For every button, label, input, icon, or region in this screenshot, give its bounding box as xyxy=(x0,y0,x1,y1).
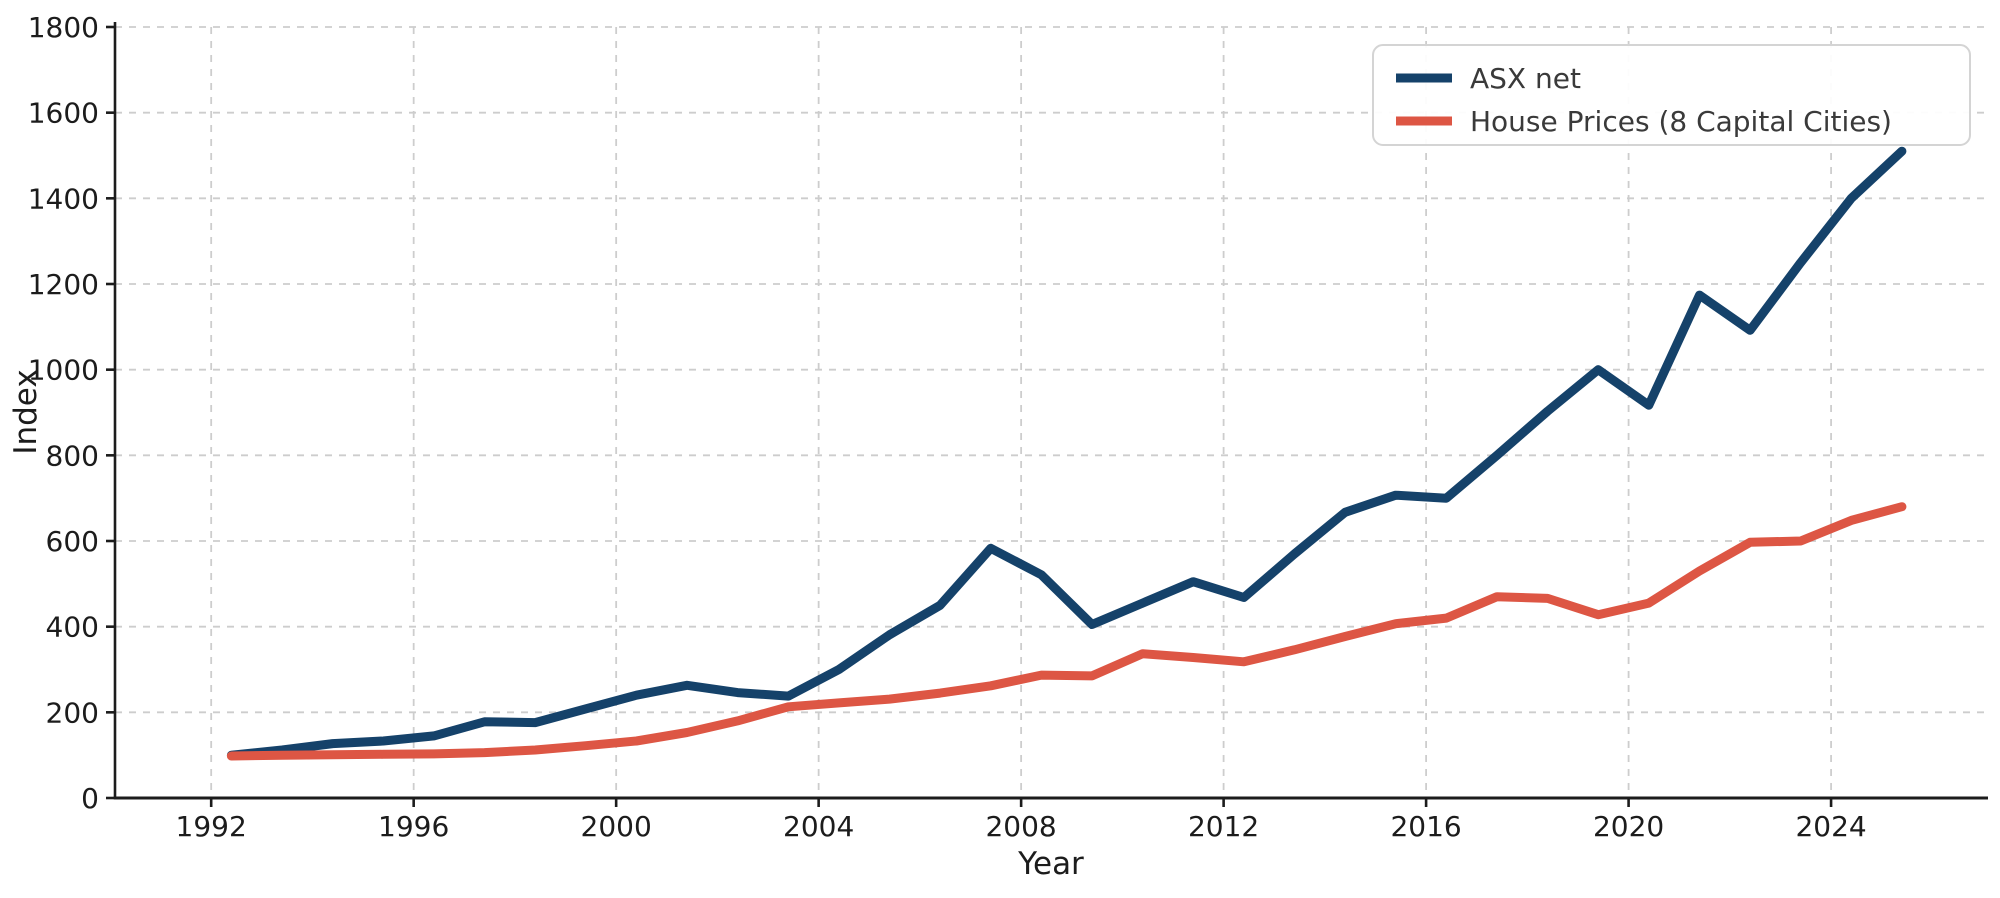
x-axis-label: Year xyxy=(1017,846,1084,882)
y-tick-label: 400 xyxy=(46,611,99,644)
y-tick-label: 1800 xyxy=(28,11,99,44)
y-tick-label: 1200 xyxy=(28,268,99,301)
ticks-layer: 1992 1996 2000 2004 2008 2012 2016 2020 2024 0 200… xyxy=(28,11,1867,843)
y-tick-label: 1400 xyxy=(28,182,99,215)
x-tick-label: 1992 xyxy=(176,810,247,843)
axes-layer xyxy=(113,22,1988,800)
y-tick-label: 1600 xyxy=(28,97,99,130)
legend: ASX net House Prices (8 Capital Cities) xyxy=(1372,44,1971,146)
y-tick-label: 800 xyxy=(46,439,99,472)
x-tick-label: 2024 xyxy=(1795,810,1866,843)
series-line-0 xyxy=(226,146,1907,760)
x-tick-label: 1996 xyxy=(378,810,449,843)
y-axis-label: Index xyxy=(8,369,44,454)
y-tick-label: 600 xyxy=(46,525,99,558)
legend-label-asx: ASX net xyxy=(1470,62,1581,95)
x-tick-label: 2012 xyxy=(1188,810,1259,843)
legend-label-house-prices: House Prices (8 Capital Cities) xyxy=(1470,105,1892,138)
x-tick-label: 2000 xyxy=(581,810,652,843)
series-line-1 xyxy=(226,502,1907,761)
y-tick-label: 0 xyxy=(81,782,99,815)
series-layer xyxy=(226,146,1907,761)
x-tick-label: 2004 xyxy=(783,810,854,843)
legend-frame xyxy=(1372,44,1971,146)
x-tick-label: 2008 xyxy=(985,810,1056,843)
x-tick-label: 2016 xyxy=(1390,810,1461,843)
y-tick-label: 200 xyxy=(46,696,99,729)
x-tick-label: 2020 xyxy=(1593,810,1664,843)
y-tick-label: 1000 xyxy=(28,354,99,387)
